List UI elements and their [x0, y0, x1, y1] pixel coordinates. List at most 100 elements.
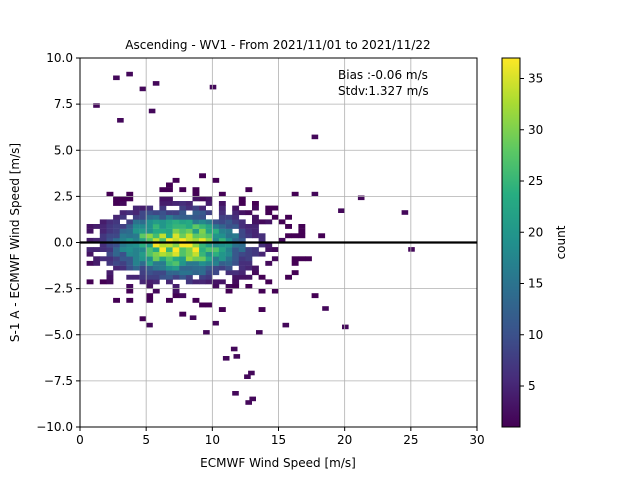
- histogram-bin: [252, 270, 259, 276]
- histogram-bin: [99, 247, 107, 252]
- histogram-bin: [271, 205, 279, 211]
- histogram-bin: [205, 210, 213, 216]
- histogram-bin: [93, 256, 101, 262]
- histogram-bin: [212, 233, 220, 239]
- histogram-bin: [159, 228, 167, 234]
- histogram-bin: [106, 228, 114, 234]
- histogram-bin: [139, 274, 147, 280]
- histogram-bin: [119, 260, 127, 266]
- histogram-bin: [218, 233, 226, 239]
- histogram-bin: [166, 187, 173, 193]
- histogram-bin: [225, 224, 233, 229]
- histogram-bin: [265, 279, 273, 285]
- histogram-bin: [172, 210, 180, 216]
- histogram-bin: [146, 237, 154, 243]
- histogram-bin: [132, 205, 140, 211]
- histogram-bin: [278, 219, 286, 225]
- histogram-bin: [146, 219, 154, 225]
- histogram-bin: [232, 279, 240, 285]
- chart-title: Ascending - WV1 - From 2021/11/01 to 202…: [125, 38, 430, 52]
- histogram-bin: [146, 279, 154, 285]
- histogram-bin: [86, 251, 94, 257]
- histogram-bin: [212, 284, 220, 289]
- histogram-bin: [205, 265, 213, 271]
- histogram-bin: [179, 274, 187, 280]
- histogram-bin: [152, 81, 160, 86]
- histogram-bin: [166, 219, 173, 225]
- histogram-bin: [205, 237, 213, 243]
- colorbar-tick-label: 15: [528, 277, 543, 291]
- histogram-bin: [172, 228, 180, 234]
- histogram-bin: [205, 302, 213, 308]
- histogram-bin: [146, 322, 153, 328]
- histogram-bin: [106, 274, 114, 280]
- histogram-bin: [199, 270, 206, 276]
- histogram-bin: [212, 237, 220, 243]
- histogram-bin: [225, 242, 233, 248]
- histogram-bin: [230, 346, 238, 352]
- histogram-bin: [232, 391, 239, 396]
- histogram-bin: [192, 270, 200, 276]
- histogram-bin: [199, 224, 206, 229]
- histogram-bin: [185, 242, 193, 248]
- histogram-bin: [179, 260, 187, 266]
- histogram-bin: [126, 224, 134, 229]
- histogram-bin: [172, 201, 180, 206]
- histogram-bin: [245, 233, 253, 239]
- histogram-bin: [185, 274, 193, 280]
- histogram-bin: [126, 251, 134, 257]
- histogram-bin: [199, 210, 206, 216]
- histogram-bin: [179, 233, 187, 239]
- histogram-bin: [192, 205, 200, 211]
- histogram-bin: [342, 324, 349, 330]
- histogram-bin: [232, 247, 240, 252]
- histogram-bin: [106, 270, 114, 276]
- histogram-bin: [99, 237, 107, 243]
- histogram-bin: [113, 265, 120, 271]
- histogram-bin: [291, 260, 299, 266]
- histogram-bin: [285, 274, 292, 280]
- histogram-bin: [159, 196, 167, 202]
- histogram-bin: [132, 247, 140, 252]
- plot-area: [79, 57, 478, 428]
- histogram-bin: [172, 237, 180, 243]
- histogram-bin: [192, 247, 200, 252]
- histogram-bin: [252, 228, 259, 234]
- histogram-bin: [166, 279, 173, 285]
- histogram-bin: [225, 251, 233, 257]
- histogram-bin: [152, 260, 160, 266]
- histogram-bin: [252, 251, 259, 257]
- histogram-bin: [305, 256, 312, 262]
- histogram-bin: [218, 210, 226, 216]
- histogram-bin: [126, 247, 134, 252]
- histogram-bin: [132, 256, 140, 262]
- histogram-bin: [179, 251, 187, 257]
- histogram-bin: [265, 205, 273, 211]
- histogram-bin: [218, 219, 226, 225]
- histogram-bin: [338, 208, 345, 213]
- x-tick-label: 25: [403, 433, 418, 447]
- histogram-bin: [113, 228, 120, 234]
- histogram-bin: [238, 242, 246, 248]
- histogram-bin: [113, 233, 120, 239]
- histogram-bin: [126, 196, 134, 202]
- histogram-bin: [86, 247, 94, 252]
- histogram-bin: [119, 233, 127, 239]
- histogram-bin: [252, 265, 259, 271]
- histogram-bin: [218, 265, 226, 271]
- histogram-bin: [232, 284, 240, 289]
- histogram-bin: [166, 182, 173, 188]
- histogram-bin: [238, 256, 246, 262]
- histogram-bin: [298, 233, 306, 239]
- histogram-bin: [232, 214, 240, 220]
- histogram-bin: [271, 288, 279, 294]
- histogram-bin: [238, 224, 246, 229]
- histogram-bin: [119, 247, 127, 252]
- histogram-bin: [218, 260, 226, 266]
- histogram-bin: [99, 279, 107, 285]
- histogram-bin: [212, 224, 220, 229]
- histogram-bin: [225, 219, 233, 225]
- y-tick-label: −2.5: [44, 282, 73, 296]
- histogram-bin: [199, 196, 206, 202]
- histogram-bin: [152, 265, 160, 271]
